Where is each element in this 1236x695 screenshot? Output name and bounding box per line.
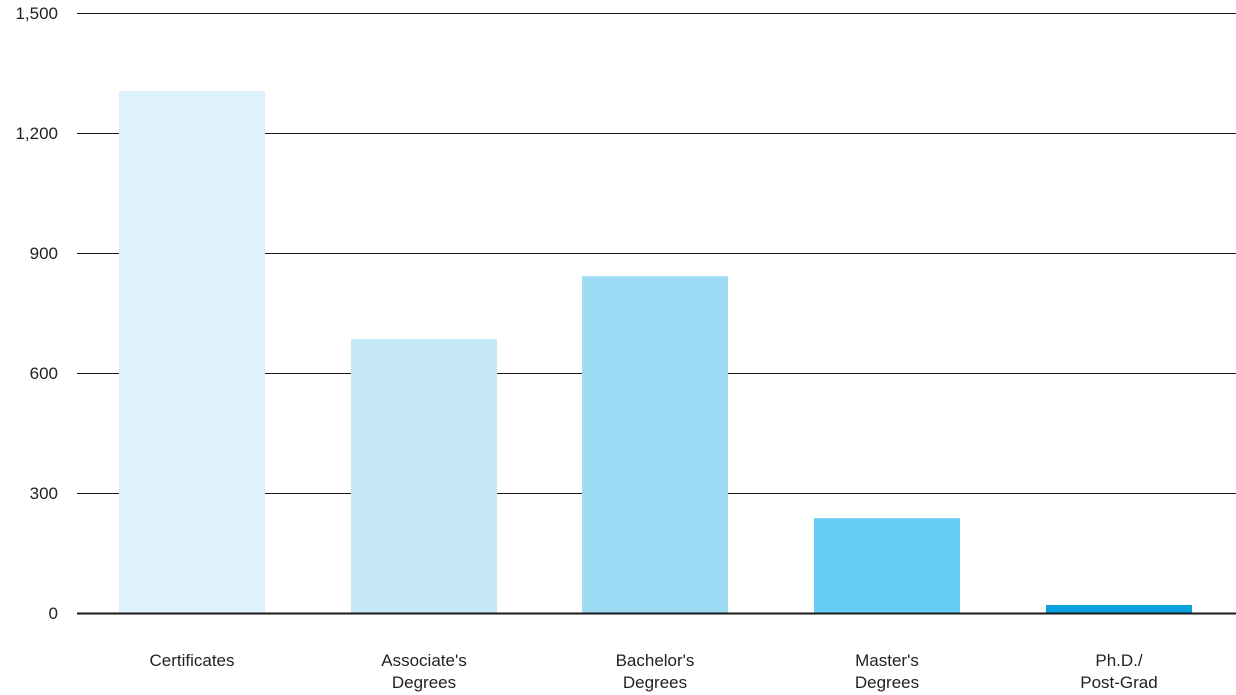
y-tick-label: 1,500 — [15, 4, 58, 23]
y-tick-label: 0 — [49, 604, 58, 623]
x-tick-label: Ph.D./ Post-Grad — [1080, 651, 1157, 692]
x-tick-label-line: Certificates — [149, 651, 234, 670]
y-tick-label: 1,200 — [15, 124, 58, 143]
y-tick-label: 300 — [30, 484, 58, 503]
x-tick-label: Certificates — [149, 651, 234, 670]
bar — [119, 91, 265, 613]
y-tick-label: 900 — [30, 244, 58, 263]
bar — [351, 339, 497, 613]
x-tick-label-line: Ph.D./ — [1095, 651, 1143, 670]
y-axis: 0 300 600 900 1,200 1,500 — [15, 4, 58, 623]
bar — [582, 276, 728, 613]
x-tick-label-line: Degrees — [855, 673, 919, 692]
x-tick-label-line: Degrees — [623, 673, 687, 692]
x-tick-label-line: Post-Grad — [1080, 673, 1157, 692]
y-tick-label: 600 — [30, 364, 58, 383]
x-axis: Certificates Associate's DegreesBachelor's… — [149, 651, 1157, 692]
x-tick-label: Bachelor's Degrees — [616, 651, 695, 692]
x-tick-label: Master's Degrees — [855, 651, 919, 692]
x-tick-label-line: Associate's — [381, 651, 466, 670]
x-tick-label-line: Master's — [855, 651, 919, 670]
bar — [814, 518, 960, 613]
bar — [1046, 605, 1192, 613]
bars — [77, 91, 1236, 615]
x-tick-label-line: Bachelor's — [616, 651, 695, 670]
x-tick-label: Associate's Degrees — [381, 651, 466, 692]
x-tick-label-line: Degrees — [392, 673, 456, 692]
